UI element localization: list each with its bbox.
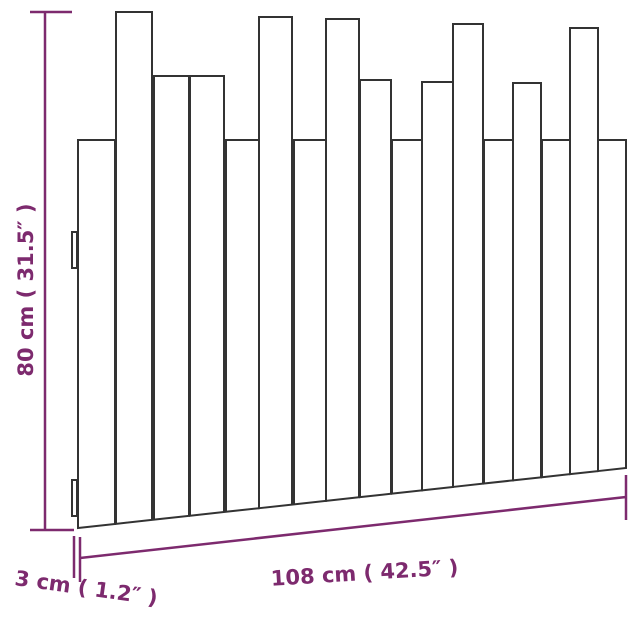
headboard-boards	[77, 11, 627, 530]
board-3	[153, 75, 190, 521]
board-15	[541, 139, 571, 479]
board-11	[421, 81, 454, 492]
height-label: 80 cm ( 31.5″ )	[14, 203, 38, 376]
board-1	[77, 139, 116, 530]
board-16	[569, 27, 599, 476]
board-9	[359, 79, 392, 499]
width-label: 108 cm ( 42.5″ )	[270, 555, 459, 590]
board-8	[325, 18, 360, 502]
board-4	[189, 75, 225, 517]
wall-bracket-top	[71, 231, 78, 269]
depth-label: 3 cm ( 1.2″ )	[13, 566, 159, 610]
board-12	[452, 23, 484, 489]
board-13	[483, 139, 514, 485]
board-7	[293, 139, 327, 506]
board-2	[115, 11, 153, 525]
height-dimension-line	[30, 10, 74, 532]
board-17	[597, 139, 627, 473]
width-dimension-line	[78, 475, 628, 582]
board-6	[258, 16, 293, 510]
wall-bracket-bottom	[71, 479, 78, 517]
board-14	[512, 82, 542, 482]
board-10	[391, 139, 423, 495]
board-5	[225, 139, 260, 513]
